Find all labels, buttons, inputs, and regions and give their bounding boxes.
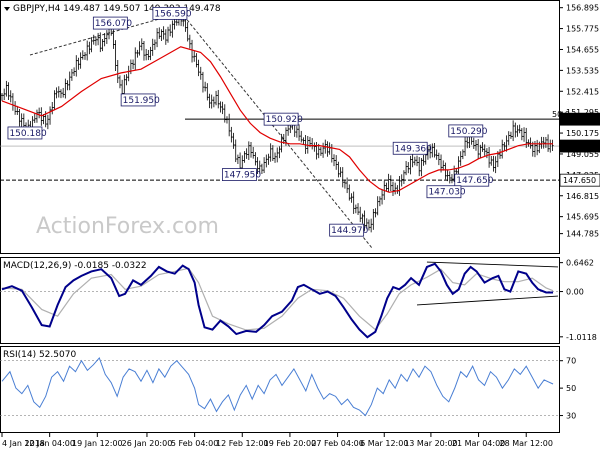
price-tick-label: 154.655 [566, 45, 599, 54]
time-tick-label: 19 Feb 20:00 [264, 439, 316, 448]
moving-average [1, 46, 554, 193]
price-tick-label: 144.785 [566, 230, 599, 239]
macd-title: MACD(12,26,9) -0.0185 -0.0322 [3, 261, 147, 271]
time-tick-label: 27 Feb 04:00 [311, 439, 363, 448]
macd-series [0, 261, 559, 339]
header: GBPJPY,H4 149.487 149.507 149.393 149.47… [4, 4, 221, 14]
price-label: 150.920 [266, 115, 303, 125]
price-label-box [426, 185, 462, 199]
price-tick-label: 152.415 [566, 87, 599, 96]
price-tick-label: 146.815 [566, 192, 599, 201]
time-tick-label: 28 Mar 12:00 [500, 439, 553, 448]
price-tick-label: 145.695 [566, 213, 599, 222]
price-tick-label: 155.775 [566, 25, 599, 34]
chevron-down-icon [4, 7, 10, 11]
price-label-box [152, 6, 188, 20]
macd-tick-label: -1.0118 [566, 333, 597, 342]
price-tick-label: 151.295 [566, 108, 599, 117]
price-label: 147.950 [224, 171, 261, 181]
price-labels: 156.070 156.590 151.950 150.180 150.920 147.9… [7, 6, 494, 237]
price-tick-label: 156.895 [566, 4, 599, 13]
price-label-box [392, 141, 428, 155]
price-label-box [329, 223, 365, 237]
time-tick-label: 12 Feb 12:00 [216, 439, 268, 448]
time-tick-label: 12 Jan 04:00 [24, 439, 75, 448]
price-tag: 147.650 [563, 176, 596, 185]
price-label-box [222, 168, 257, 181]
price-axis: 156.895 155.775 154.655 153.535 152.415 151.2… [559, 4, 600, 239]
price-label: 149.360 [395, 144, 432, 154]
price-label-box [263, 112, 299, 126]
rsi-tick-label: 70 [566, 357, 576, 366]
macd-trendline-upper [426, 261, 559, 268]
sma-line [1, 46, 554, 193]
time-tick-label: 13 Mar 20:00 [404, 439, 457, 448]
price-label: 150.180 [9, 129, 46, 139]
price-tag-box [559, 173, 600, 187]
price-tag-box [559, 112, 600, 126]
time-tick-label: 4 Jan 2018 [2, 439, 45, 448]
macd-tick-label: 0.6462 [566, 259, 594, 268]
price-label-box [454, 173, 490, 187]
price-tick-label: 153.535 [566, 66, 599, 75]
price-label-box [120, 93, 156, 107]
macd-panel-frame [0, 257, 560, 344]
watermark: ActionForex.com [36, 214, 219, 239]
rsi-tick-label: 50 [566, 384, 576, 393]
price-tag: 149.478 [563, 142, 596, 151]
rsi-line [1, 356, 554, 417]
price-label: 156.590 [154, 9, 191, 19]
rsi-series [0, 356, 559, 417]
price-label-box [448, 124, 484, 138]
price-label: 147.650 [456, 176, 493, 186]
rsi-axis: 70 50 30 [559, 357, 576, 421]
rsi-panel-frame [0, 346, 560, 433]
price-label: 150.290 [450, 127, 487, 137]
price-label: 156.070 [95, 19, 132, 29]
macd-trendline-lower [416, 295, 559, 306]
price-tag: 150.920 [563, 115, 596, 124]
price-series [0, 9, 554, 233]
time-tick-label: 19 Jan 12:00 [72, 439, 123, 448]
price-label-box [92, 16, 128, 30]
time-tick-label: 6 Mar 12:00 [360, 439, 408, 448]
rsi-title: RSI(14) 52.5070 [3, 350, 76, 360]
price-tick-label: 150.175 [566, 129, 599, 138]
time-tick-label: 26 Jan 20:00 [122, 439, 173, 448]
macd-tick-label: 0.00 [566, 288, 584, 297]
price-tick-label: 149.055 [566, 150, 599, 159]
price-label: 151.950 [123, 96, 160, 106]
macd-line [1, 262, 554, 339]
price-panel-frame [0, 0, 560, 254]
macd-axis: 0.6462 0.00 -1.0118 [559, 259, 597, 342]
rsi-tick-label: 30 [566, 412, 576, 421]
price-label: 144.970 [331, 226, 368, 236]
macd-signal-line [1, 267, 554, 331]
chart-header: GBPJPY,H4 149.487 149.507 149.393 149.47… [13, 4, 221, 14]
price-label-box [7, 126, 43, 140]
time-tick-label: 5 Feb 04:00 [171, 439, 218, 448]
price-tag-box [559, 139, 600, 153]
price-label: 147.030 [428, 188, 465, 198]
time-tick-label: 21 Mar 04:00 [452, 439, 505, 448]
